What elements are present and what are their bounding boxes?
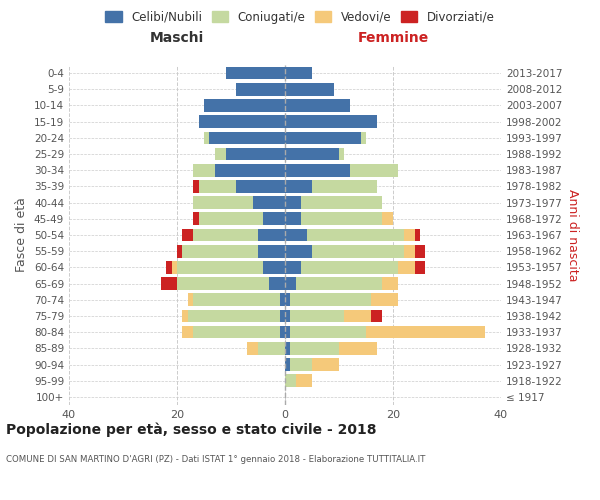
Bar <box>204 132 209 144</box>
Bar <box>415 228 420 241</box>
Bar <box>182 245 258 258</box>
Bar <box>285 358 290 371</box>
Bar <box>188 294 193 306</box>
Bar <box>182 228 193 241</box>
Bar <box>290 294 371 306</box>
Bar <box>312 358 339 371</box>
Bar <box>415 245 425 258</box>
Bar <box>182 310 188 322</box>
Bar <box>199 212 263 225</box>
Bar <box>290 358 312 371</box>
Bar <box>258 228 285 241</box>
Bar <box>404 228 415 241</box>
Bar <box>285 294 290 306</box>
Bar <box>209 132 285 144</box>
Bar <box>296 374 312 387</box>
Text: Femmine: Femmine <box>358 31 428 45</box>
Bar <box>285 196 301 209</box>
Bar <box>236 83 285 96</box>
Bar <box>404 245 415 258</box>
Y-axis label: Anni di nascita: Anni di nascita <box>566 188 579 281</box>
Bar <box>193 326 280 338</box>
Bar <box>280 294 285 306</box>
Bar <box>193 196 253 209</box>
Bar <box>366 326 485 338</box>
Bar <box>371 310 382 322</box>
Bar <box>290 326 366 338</box>
Bar <box>285 180 312 192</box>
Y-axis label: Fasce di età: Fasce di età <box>16 198 28 272</box>
Bar <box>382 212 393 225</box>
Bar <box>269 278 285 290</box>
Bar <box>280 310 285 322</box>
Bar <box>285 164 350 176</box>
Bar <box>285 374 296 387</box>
Bar <box>193 294 280 306</box>
Bar <box>285 83 334 96</box>
Bar <box>350 164 398 176</box>
Bar <box>312 180 377 192</box>
Bar <box>247 342 258 354</box>
Bar <box>177 261 263 274</box>
Bar <box>166 261 172 274</box>
Bar <box>398 261 415 274</box>
Bar <box>339 342 377 354</box>
Bar <box>193 212 199 225</box>
Bar <box>296 278 382 290</box>
Bar <box>285 342 290 354</box>
Bar <box>290 310 344 322</box>
Bar <box>285 245 312 258</box>
Bar <box>204 99 285 112</box>
Bar <box>215 148 226 160</box>
Legend: Celibi/Nubili, Coniugati/e, Vedovi/e, Divorziati/e: Celibi/Nubili, Coniugati/e, Vedovi/e, Di… <box>100 6 500 28</box>
Bar <box>290 342 339 354</box>
Bar <box>285 310 290 322</box>
Bar <box>285 228 307 241</box>
Text: Popolazione per età, sesso e stato civile - 2018: Popolazione per età, sesso e stato civil… <box>6 422 377 437</box>
Bar <box>371 294 398 306</box>
Bar <box>199 116 285 128</box>
Bar <box>161 278 177 290</box>
Bar <box>285 116 377 128</box>
Bar <box>382 278 398 290</box>
Bar <box>215 164 285 176</box>
Bar <box>188 310 280 322</box>
Bar <box>301 196 382 209</box>
Bar <box>193 164 215 176</box>
Bar <box>193 180 199 192</box>
Bar <box>285 326 290 338</box>
Bar <box>177 245 182 258</box>
Bar <box>236 180 285 192</box>
Bar <box>199 180 236 192</box>
Bar <box>301 212 382 225</box>
Bar <box>285 278 296 290</box>
Bar <box>285 148 339 160</box>
Bar <box>226 67 285 80</box>
Bar <box>177 278 269 290</box>
Bar <box>280 326 285 338</box>
Bar <box>172 261 177 274</box>
Bar <box>339 148 344 160</box>
Bar <box>344 310 371 322</box>
Bar <box>263 212 285 225</box>
Bar <box>361 132 366 144</box>
Bar <box>285 132 361 144</box>
Bar <box>285 261 301 274</box>
Bar <box>258 342 285 354</box>
Bar <box>193 228 258 241</box>
Bar <box>415 261 425 274</box>
Bar <box>307 228 404 241</box>
Bar <box>253 196 285 209</box>
Text: COMUNE DI SAN MARTINO D'AGRI (PZ) - Dati ISTAT 1° gennaio 2018 - Elaborazione TU: COMUNE DI SAN MARTINO D'AGRI (PZ) - Dati… <box>6 455 425 464</box>
Bar <box>258 245 285 258</box>
Bar <box>301 261 398 274</box>
Text: Maschi: Maschi <box>150 31 204 45</box>
Bar <box>263 261 285 274</box>
Bar <box>226 148 285 160</box>
Bar <box>285 99 350 112</box>
Bar <box>182 326 193 338</box>
Bar <box>285 67 312 80</box>
Bar <box>312 245 404 258</box>
Bar <box>285 212 301 225</box>
